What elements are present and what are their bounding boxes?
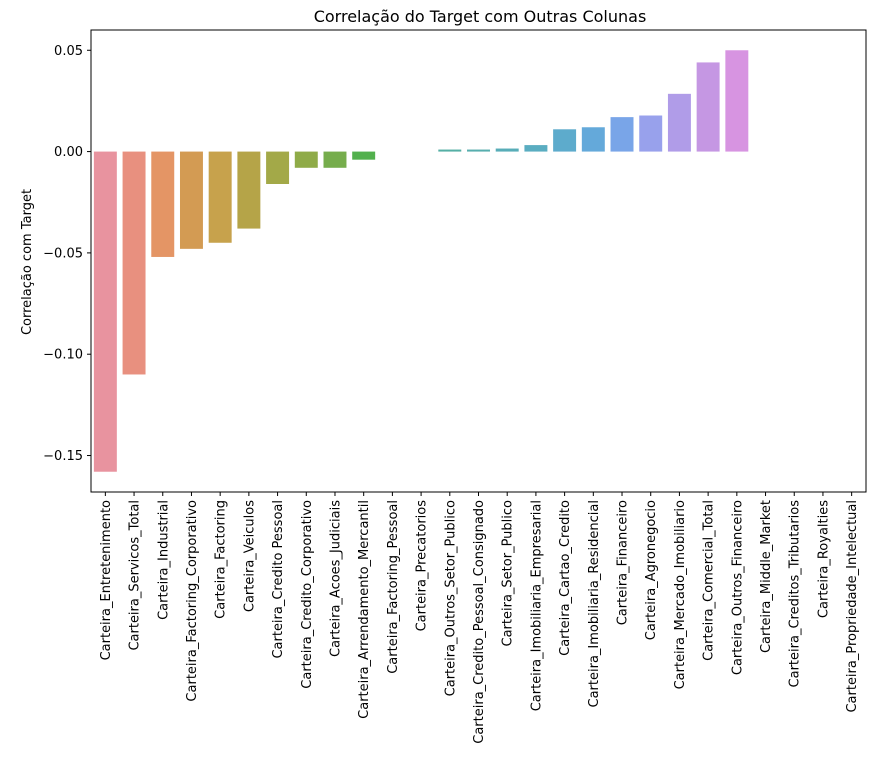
bar <box>639 115 663 152</box>
x-tick-label: Carteira_Outros_Setor_Publico <box>443 500 458 696</box>
x-tick-label: Carteira_Setor_Publico <box>501 500 516 647</box>
x-tick-label: Carteira_Credito Pessoal <box>271 500 286 659</box>
y-axis: 0.05 0.00 −0.05 −0.10 −0.15 <box>43 44 91 464</box>
bar <box>151 151 175 257</box>
bar <box>495 148 519 152</box>
x-tick-label: Carteira_Precatorios <box>415 500 430 632</box>
x-tick-label: Carteira_Creditos_Tributarios <box>788 500 803 688</box>
bar <box>553 129 577 152</box>
bar <box>93 151 117 472</box>
x-tick-label: Carteira_Mercado_Imobiliario <box>673 500 688 689</box>
bar <box>208 151 232 243</box>
bar <box>323 151 347 168</box>
x-tick-label: Carteira_Arrendamento_Mercantil <box>357 500 372 719</box>
chart-title: Correlação do Target com Outras Colunas <box>314 7 647 26</box>
plot-frame <box>90 29 867 493</box>
x-tick-label: Carteira_Royalties <box>816 500 831 618</box>
y-axis-label: Correlação com Target <box>20 189 35 335</box>
bar <box>294 151 318 168</box>
bar <box>696 62 720 152</box>
x-tick-label: Carteira_Credito_Corporativo <box>300 500 315 689</box>
x-tick-label: Carteira_Credito_Pessoal_Consignado <box>472 500 487 744</box>
y-tick-label: 0.05 <box>54 44 83 59</box>
x-tick-label: Carteira_Outros_Financeiro <box>730 500 745 675</box>
x-tick-label: Carteira_Servicos_Total <box>128 500 143 651</box>
x-tick-label: Carteira_Financeiro <box>616 500 631 625</box>
x-axis: Carteira_Entretenimento Carteira_Servicos… <box>99 492 860 744</box>
bar <box>122 151 146 375</box>
bar <box>725 50 749 152</box>
bar <box>438 149 462 152</box>
x-tick-label: Carteira_Industrial <box>156 500 171 620</box>
x-tick-label: Carteira_Factoring_Corporativo <box>185 500 200 702</box>
x-tick-label: Carteira_Entretenimento <box>99 500 114 660</box>
y-tick-label: −0.10 <box>43 348 83 363</box>
bar <box>581 127 605 152</box>
bar <box>179 151 203 249</box>
y-tick-label: −0.15 <box>43 449 83 464</box>
y-tick-label: 0.00 <box>54 145 83 160</box>
bar <box>237 151 261 229</box>
x-tick-label: Carteira_Veiculos <box>242 500 257 612</box>
x-tick-label: Carteira_Imobiliaria_Empresarial <box>529 500 544 711</box>
x-tick-label: Carteira_Propriedade_Intelectual <box>845 500 860 713</box>
x-tick-label: Carteira_Factoring <box>214 500 229 619</box>
bar <box>467 149 490 152</box>
bars <box>93 50 749 472</box>
y-tick-label: −0.05 <box>43 246 83 261</box>
x-tick-label: Carteira_Comercial_Total <box>702 500 717 661</box>
bar <box>667 93 691 152</box>
bar <box>266 151 290 184</box>
x-tick-label: Carteira_Imobiliaria_Residencial <box>587 500 602 708</box>
x-tick-label: Carteira_Middle_Market <box>759 500 774 653</box>
x-tick-label: Carteira_Factoring_Pessoal <box>386 500 401 674</box>
x-tick-label: Carteira_Cartao_Credito <box>558 500 573 656</box>
bar <box>524 145 548 152</box>
x-tick-label: Carteira_Agronegocio <box>644 500 659 640</box>
bar <box>610 117 634 152</box>
x-tick-label: Carteira_Acoes_Judiciais <box>328 500 343 657</box>
bar <box>352 151 376 160</box>
